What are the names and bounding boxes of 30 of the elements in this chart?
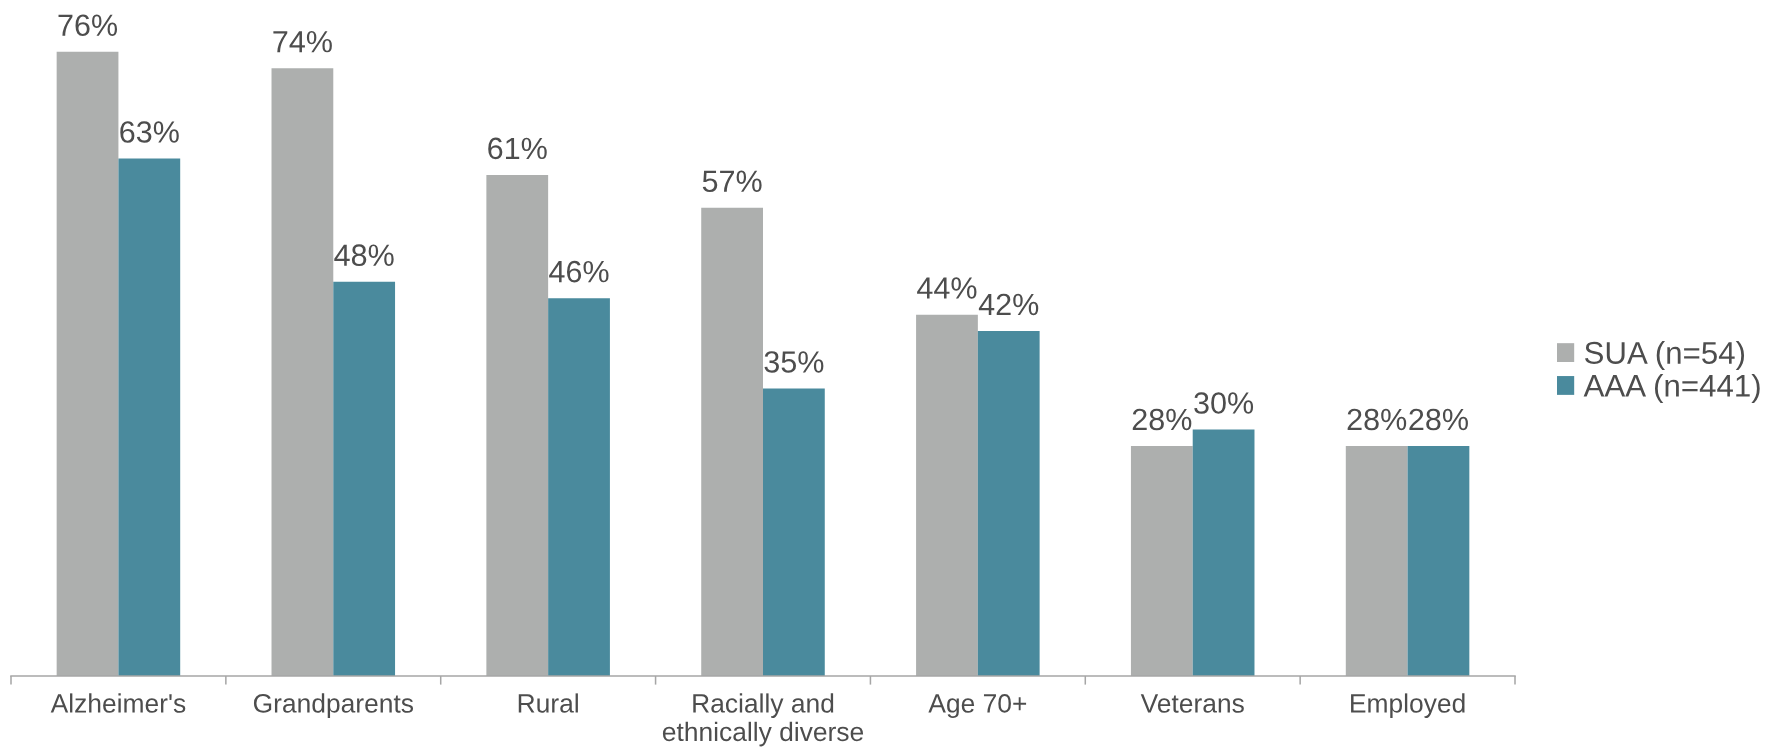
x-tick-label: Employed (1351, 693, 1465, 718)
data-label: 28% (1409, 408, 1468, 431)
bar (333, 281, 396, 676)
legend-label: SUA (n=54) (1584, 340, 1745, 371)
data-label: 46% (549, 260, 609, 283)
data-label: 42% (978, 293, 1039, 316)
legend-label: AAA (n=441) (1583, 373, 1760, 403)
data-label: 30% (1194, 392, 1254, 414)
x-tick-label: Alzheimer's (50, 693, 186, 713)
bar (977, 331, 1040, 676)
data-label: 28% (1347, 408, 1407, 431)
bar (1192, 429, 1255, 676)
data-label: 28% (1132, 408, 1192, 431)
x-tick-label: Rural (518, 693, 578, 713)
data-label: 44% (917, 277, 977, 299)
x-tick-label: Grandparents (253, 693, 414, 718)
data-label: 35% (764, 351, 824, 373)
bar (1407, 446, 1470, 676)
data-label: 48% (334, 244, 394, 267)
data-label: 63% (120, 121, 179, 143)
data-label: 76% (58, 14, 118, 37)
data-label: 74% (273, 30, 332, 53)
bar (548, 298, 610, 676)
data-label: 61% (488, 137, 547, 160)
x-tick-label: Racially and ethnically diverse (662, 693, 864, 747)
bar (118, 158, 181, 676)
bar (763, 388, 825, 676)
x-tick-label: Veterans (1140, 694, 1244, 713)
x-tick-label: Age 70+ (928, 694, 1027, 718)
data-label: 57% (702, 170, 762, 193)
